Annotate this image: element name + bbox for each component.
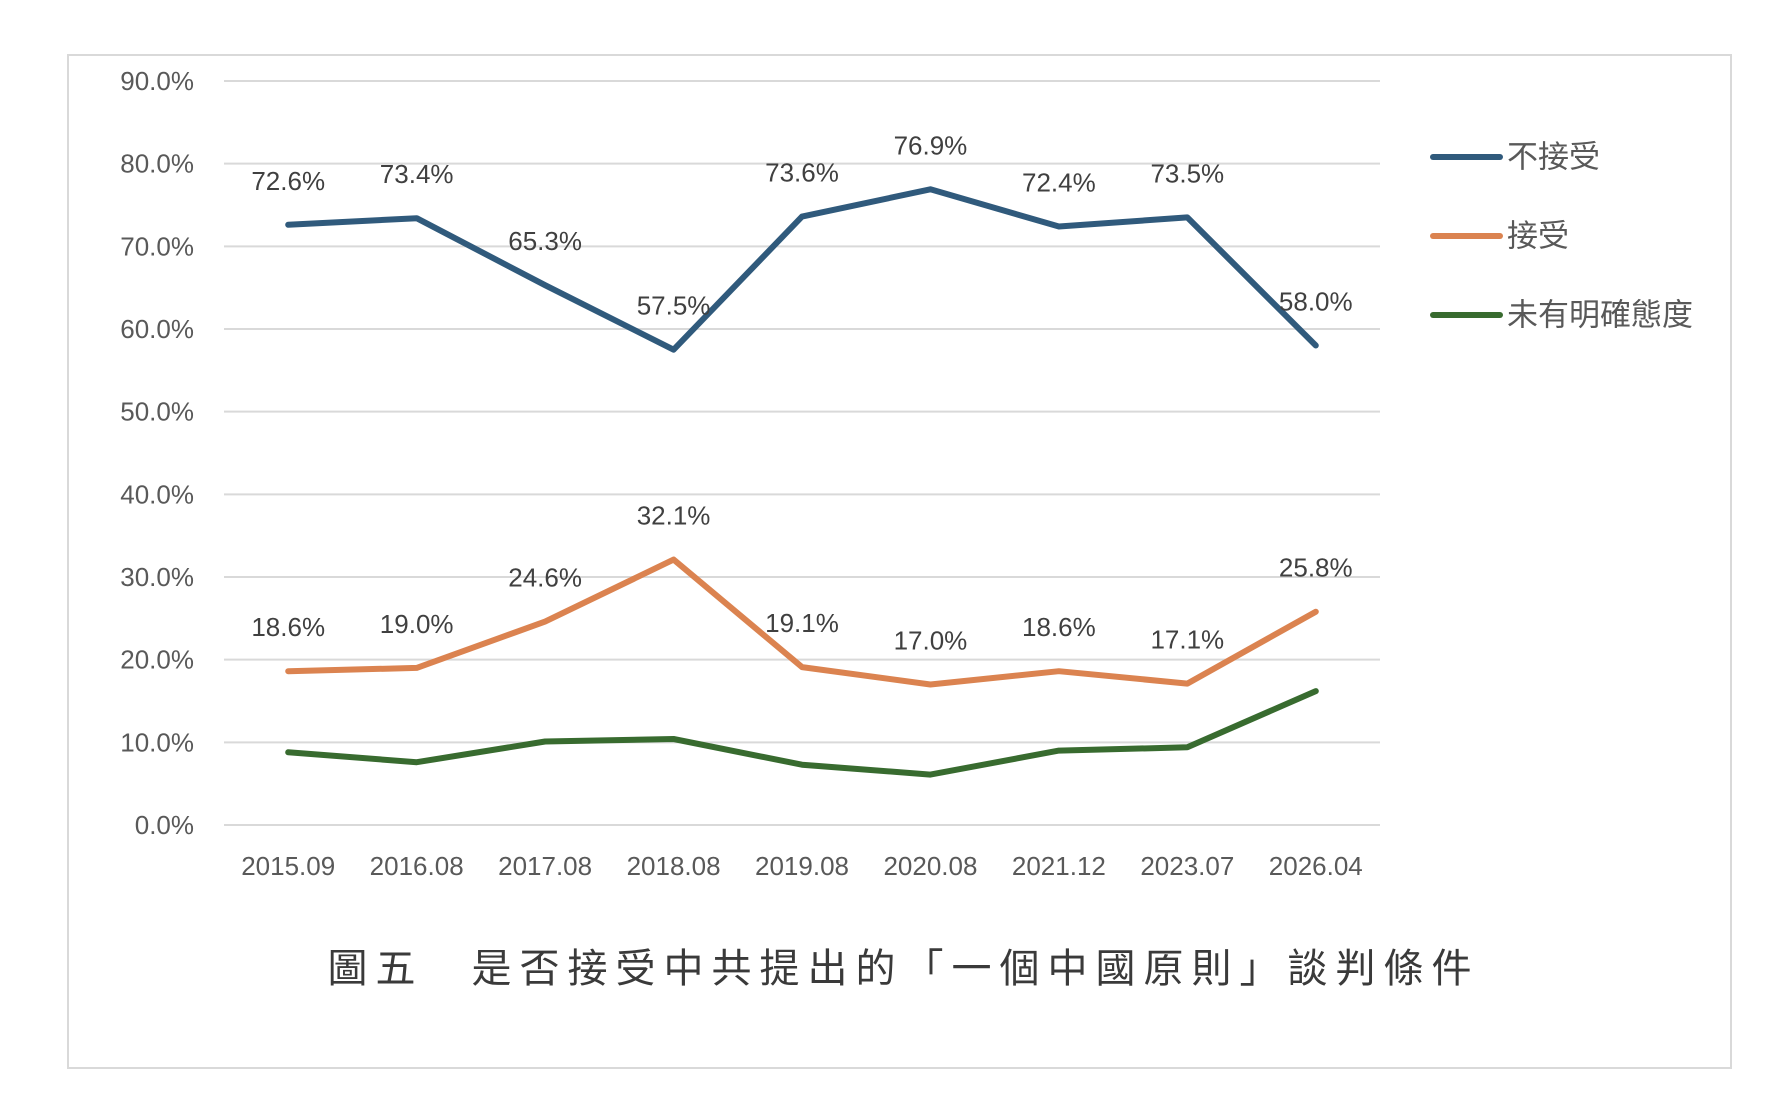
y-tick-label: 40.0% bbox=[120, 479, 194, 509]
x-tick-label: 2018.08 bbox=[627, 851, 721, 881]
x-tick-label: 2015.09 bbox=[241, 851, 335, 881]
y-tick-label: 80.0% bbox=[120, 149, 194, 179]
gridlines bbox=[224, 80, 1380, 826]
data-label: 32.1% bbox=[637, 501, 711, 531]
x-tick-label: 2023.07 bbox=[1140, 851, 1234, 881]
series-lines bbox=[285, 186, 1319, 778]
legend-item: 未有明確態度 bbox=[1430, 298, 1693, 333]
data-label: 73.5% bbox=[1150, 158, 1224, 188]
y-tick-label: 10.0% bbox=[120, 727, 194, 757]
y-axis-labels: 0.0% 10.0% 20.0% 30.0% 40.0% 50.0% 60.0% 70.0% 8… bbox=[120, 66, 194, 840]
x-tick-label: 2026.04 bbox=[1269, 851, 1363, 881]
legend-label: 不接受 bbox=[1507, 140, 1600, 175]
legend-item: 接受 bbox=[1430, 219, 1569, 254]
legend-label: 未有明確態度 bbox=[1507, 298, 1693, 333]
data-label: 76.9% bbox=[894, 130, 968, 160]
legend-label: 接受 bbox=[1507, 219, 1569, 254]
y-tick-label: 50.0% bbox=[120, 397, 194, 427]
y-tick-label: 30.0% bbox=[120, 562, 194, 592]
data-label: 24.6% bbox=[508, 563, 582, 593]
data-label: 57.5% bbox=[637, 291, 711, 321]
data-label: 72.6% bbox=[251, 166, 325, 196]
data-label: 73.4% bbox=[380, 159, 454, 189]
x-tick-label: 2021.12 bbox=[1012, 851, 1106, 881]
data-label: 17.0% bbox=[894, 625, 968, 655]
data-label: 72.4% bbox=[1022, 167, 1096, 197]
series-line-1 bbox=[285, 186, 1319, 353]
data-label: 58.0% bbox=[1279, 287, 1353, 317]
data-label: 18.6% bbox=[1022, 612, 1096, 642]
figure-caption: 圖五 是否接受中共提出的「一個中國原則」談判條件 bbox=[327, 946, 1480, 992]
data-label: 19.0% bbox=[380, 609, 454, 639]
data-label: 65.3% bbox=[508, 226, 582, 256]
x-axis-labels: 2015.09 2016.08 2017.08 2018.08 2019.08 2020.… bbox=[241, 851, 1363, 881]
data-label: 19.1% bbox=[765, 608, 839, 638]
data-label: 73.6% bbox=[765, 158, 839, 188]
x-tick-label: 2016.08 bbox=[370, 851, 464, 881]
x-tick-label: 2017.08 bbox=[498, 851, 592, 881]
data-label: 17.1% bbox=[1150, 625, 1224, 655]
y-tick-label: 20.0% bbox=[120, 645, 194, 675]
y-tick-label: 70.0% bbox=[120, 231, 194, 261]
x-tick-label: 2019.08 bbox=[755, 851, 849, 881]
y-tick-label: 90.0% bbox=[120, 66, 194, 96]
y-tick-label: 60.0% bbox=[120, 314, 194, 344]
y-tick-label: 0.0% bbox=[135, 810, 194, 840]
series-line-3 bbox=[285, 688, 1319, 778]
x-tick-label: 2020.08 bbox=[883, 851, 977, 881]
series-line-2 bbox=[285, 556, 1319, 688]
data-label: 25.8% bbox=[1279, 553, 1353, 583]
data-label: 18.6% bbox=[251, 612, 325, 642]
legend-item: 不接受 bbox=[1430, 140, 1600, 175]
chart-frame bbox=[67, 54, 1732, 1069]
data-labels: 72.6% 73.4% 65.3% 57.5% 73.6% 76.9% 72.4% 73.5%… bbox=[251, 130, 1352, 655]
